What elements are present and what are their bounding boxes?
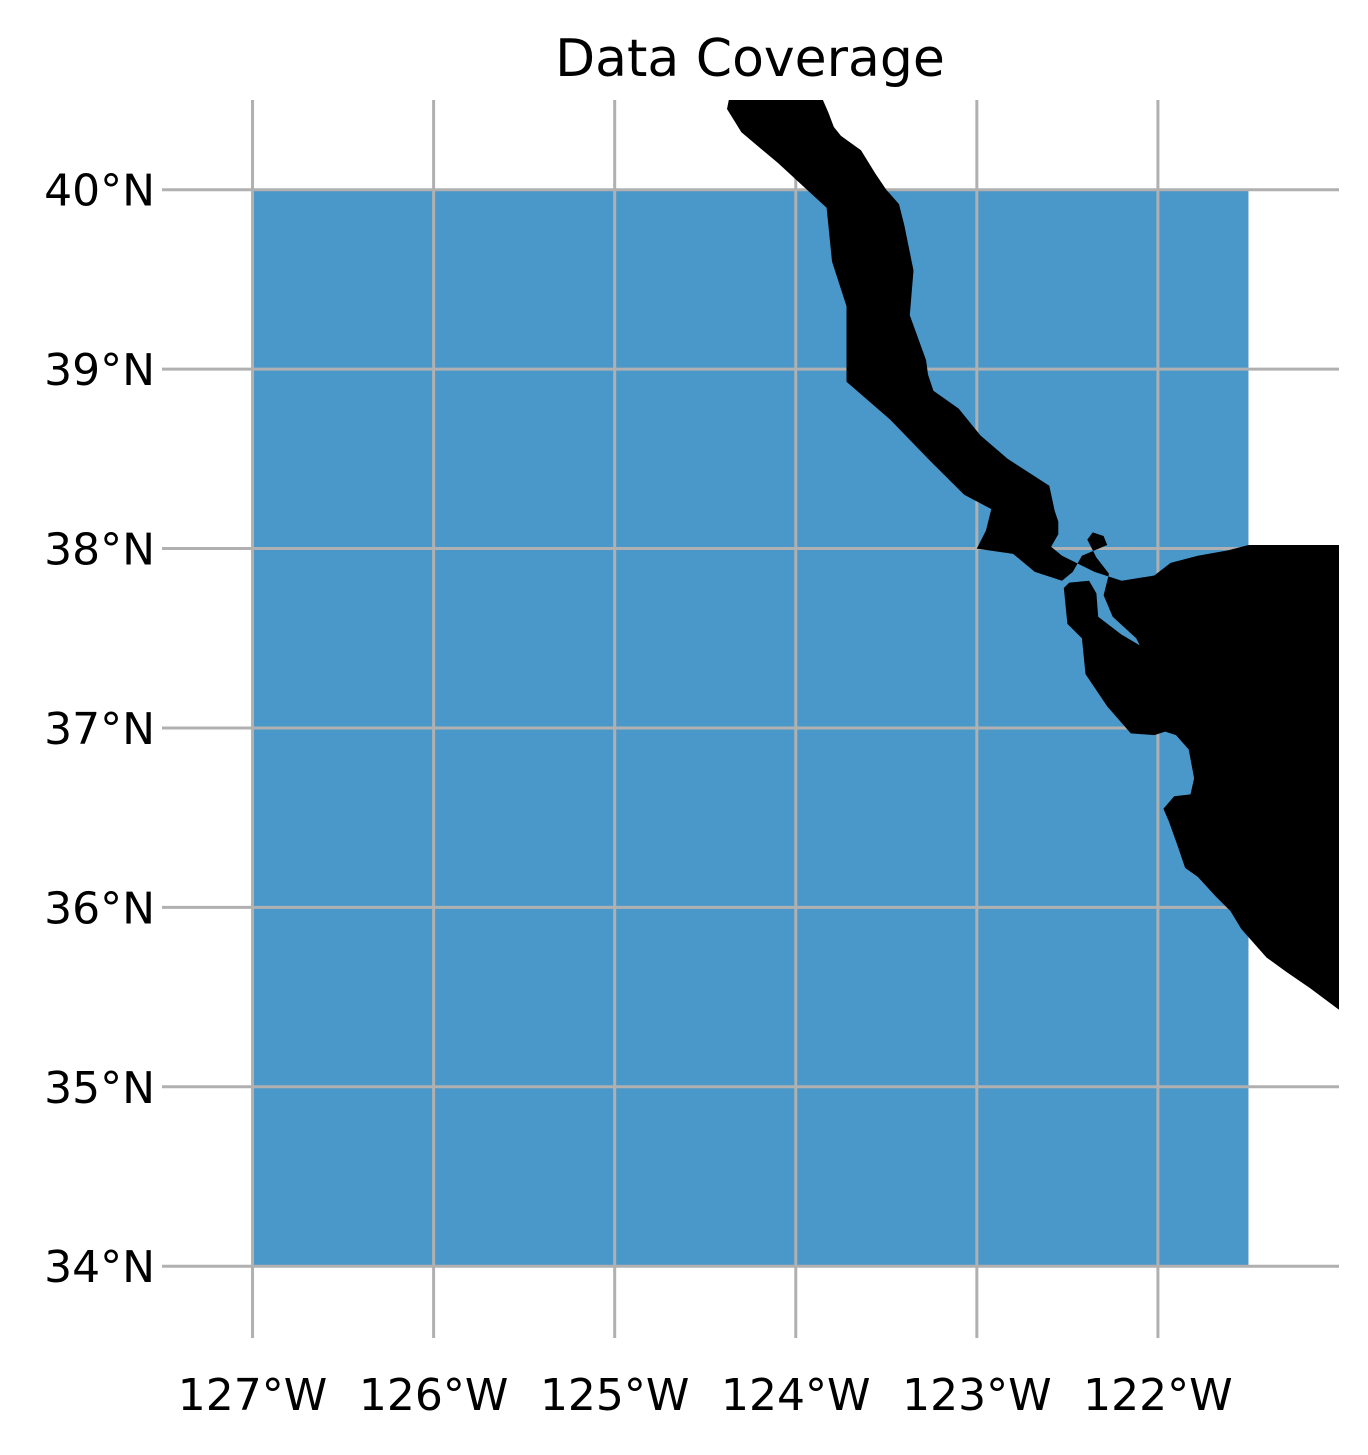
latitude-labels: 40°N 39°N 38°N 37°N 36°N 35°N 34°N [44, 166, 155, 1294]
lat-tick-label: 36°N [44, 883, 155, 934]
lat-tick-label: 39°N [44, 345, 155, 396]
lon-tick-label: 126°W [359, 1370, 509, 1421]
lon-tick-label: 122°W [1083, 1370, 1233, 1421]
lon-tick-label: 124°W [721, 1370, 871, 1421]
lat-tick-label: 34°N [44, 1242, 155, 1293]
grid-lines [162, 100, 1339, 1338]
lon-tick-label: 125°W [540, 1370, 690, 1421]
lon-tick-label: 127°W [178, 1370, 328, 1421]
lat-tick-label: 40°N [44, 166, 155, 217]
map-title: Data Coverage [555, 29, 945, 89]
lat-tick-label: 37°N [44, 704, 155, 755]
lat-tick-label: 38°N [44, 525, 155, 576]
plot-area [162, 100, 1339, 1338]
land-mass [727, 100, 1339, 1010]
lon-tick-label: 123°W [902, 1370, 1052, 1421]
lat-tick-label: 35°N [44, 1063, 155, 1114]
longitude-labels: 127°W 126°W 125°W 124°W 123°W 122°W [178, 1370, 1233, 1421]
